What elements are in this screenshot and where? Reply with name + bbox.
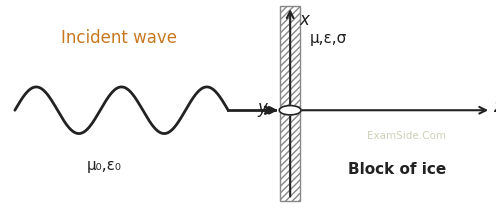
Text: z: z — [494, 98, 496, 116]
Circle shape — [279, 106, 301, 115]
Text: Incident wave: Incident wave — [61, 29, 177, 47]
Text: μ,ε,σ: μ,ε,σ — [310, 31, 347, 46]
Text: μ₀,ε₀: μ₀,ε₀ — [87, 158, 122, 173]
Text: Block of ice: Block of ice — [348, 162, 446, 177]
Text: y: y — [257, 99, 267, 117]
Bar — [280, 6, 300, 201]
Text: x: x — [299, 11, 309, 29]
Text: ExamSide.Com: ExamSide.Com — [367, 131, 446, 141]
